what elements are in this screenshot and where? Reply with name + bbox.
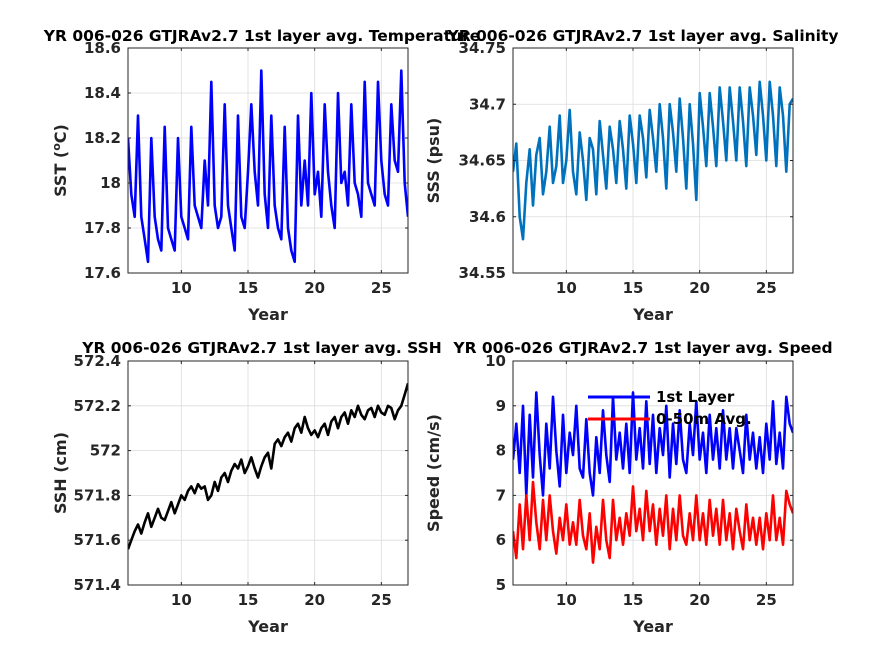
- series-line-1: [513, 80, 793, 241]
- x-tick-label: 10: [556, 591, 577, 609]
- x-axis-label: Year: [247, 305, 288, 324]
- y-tick-label: 571.6: [74, 531, 121, 549]
- x-tick-label: 10: [171, 591, 192, 609]
- y-axis-label: SSH (cm): [51, 432, 70, 514]
- y-tick-label: 572.4: [74, 352, 121, 370]
- y-tick-label: 572.2: [74, 397, 121, 415]
- chart-title: YR 006-026 GTJRAv2.7 1st layer avg. SSH: [81, 339, 442, 357]
- x-tick-label: 15: [623, 591, 644, 609]
- series-line-2: [513, 480, 793, 564]
- x-tick-label: 20: [304, 279, 325, 297]
- y-tick-label: 9: [496, 397, 506, 415]
- y-tick-label: 8: [496, 442, 506, 460]
- y-tick-label: 7: [496, 486, 506, 504]
- x-tick-label: 20: [689, 279, 710, 297]
- legend: 1st Layer 0-50m Avg.: [588, 388, 752, 428]
- legend-label: 1st Layer: [656, 388, 735, 406]
- y-tick-label: 18.2: [84, 129, 121, 147]
- x-tick-label: 25: [371, 279, 392, 297]
- y-tick-label: 10: [485, 352, 506, 370]
- y-tick-label: 572: [90, 442, 121, 460]
- x-tick-label: 20: [304, 591, 325, 609]
- series-line-1: [128, 383, 408, 550]
- series-line-1: [513, 391, 793, 497]
- x-tick-label: 10: [556, 279, 577, 297]
- chart-title: YR 006-026 GTJRAv2.7 1st layer avg. Sali…: [446, 27, 838, 45]
- y-tick-label: 34.75: [459, 39, 506, 57]
- chart-panel-1: 10 15 20 25 17.6 17.8 18 18.2 18.4 18.6 Year SST (o…: [43, 27, 480, 324]
- x-tick-label: 15: [238, 279, 259, 297]
- axes-frame: [127, 47, 409, 274]
- chart-title: YR 006-026 GTJRAv2.7 1st layer avg. Spee…: [452, 339, 832, 357]
- x-tick-label: 10: [171, 279, 192, 297]
- x-tick-label: 25: [756, 591, 777, 609]
- y-tick-label: 5: [496, 576, 506, 594]
- x-tick-label: 15: [238, 591, 259, 609]
- axes-frame: [512, 360, 794, 586]
- y-tick-label: 34.55: [459, 264, 506, 282]
- axes-frame: [127, 360, 409, 586]
- chart-panel-2: 10 15 20 25 34.55 34.6 34.65 34.7 34.75 Year SSS (…: [424, 27, 839, 324]
- y-tick-label: 17.6: [84, 264, 121, 282]
- x-tick-label: 20: [689, 591, 710, 609]
- x-tick-label: 15: [623, 279, 644, 297]
- plot-area: [128, 361, 408, 585]
- x-tick-label: 25: [756, 279, 777, 297]
- chart-title: YR 006-026 GTJRAv2.7 1st layer avg. Temp…: [43, 27, 480, 45]
- y-axis-label: SSS (psu): [424, 118, 443, 204]
- y-axis-label: SST (oC): [50, 124, 70, 197]
- y-tick-label: 17.8: [84, 219, 121, 237]
- legend-label: 0-50m Avg.: [656, 410, 752, 428]
- y-tick-label: 18.6: [84, 39, 121, 57]
- x-axis-label: Year: [632, 617, 673, 636]
- chart-panel-4: 10 15 20 25 5 6 7 8 9 10 Year Speed (cm/s) 1st Layer…: [424, 339, 833, 636]
- y-axis-label: Speed (cm/s): [424, 414, 443, 532]
- y-tick-label: 571.8: [74, 486, 121, 504]
- y-tick-label: 34.7: [469, 95, 506, 113]
- y-tick-label: 18: [100, 174, 121, 192]
- y-tick-label: 18.4: [84, 84, 121, 102]
- x-axis-label: Year: [247, 617, 288, 636]
- x-tick-label: 25: [371, 591, 392, 609]
- y-tick-label: 34.65: [459, 152, 506, 170]
- y-tick-label: 34.6: [469, 208, 506, 226]
- y-tick-label: 6: [496, 531, 506, 549]
- x-axis-label: Year: [632, 305, 673, 324]
- y-tick-label: 571.4: [74, 576, 121, 594]
- chart-panel-3: 10 15 20 25 571.4 571.6 571.8 572 572.2 572.4 Year…: [51, 339, 442, 636]
- series-line-1: [128, 69, 408, 264]
